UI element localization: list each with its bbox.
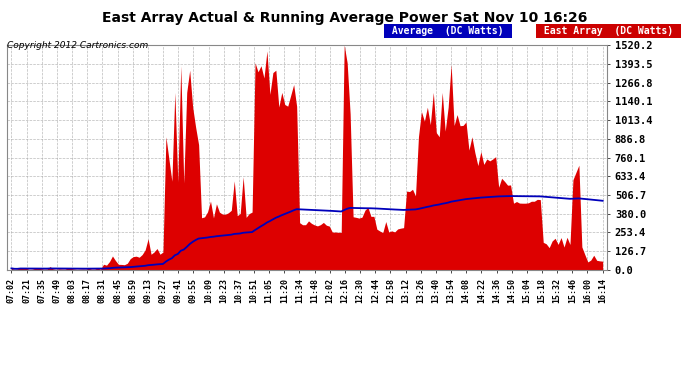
Text: East Array Actual & Running Average Power Sat Nov 10 16:26: East Array Actual & Running Average Powe… [102,11,588,25]
Text: East Array  (DC Watts): East Array (DC Watts) [538,26,679,36]
Text: Copyright 2012 Cartronics.com: Copyright 2012 Cartronics.com [7,41,148,50]
Text: Average  (DC Watts): Average (DC Watts) [386,26,510,36]
